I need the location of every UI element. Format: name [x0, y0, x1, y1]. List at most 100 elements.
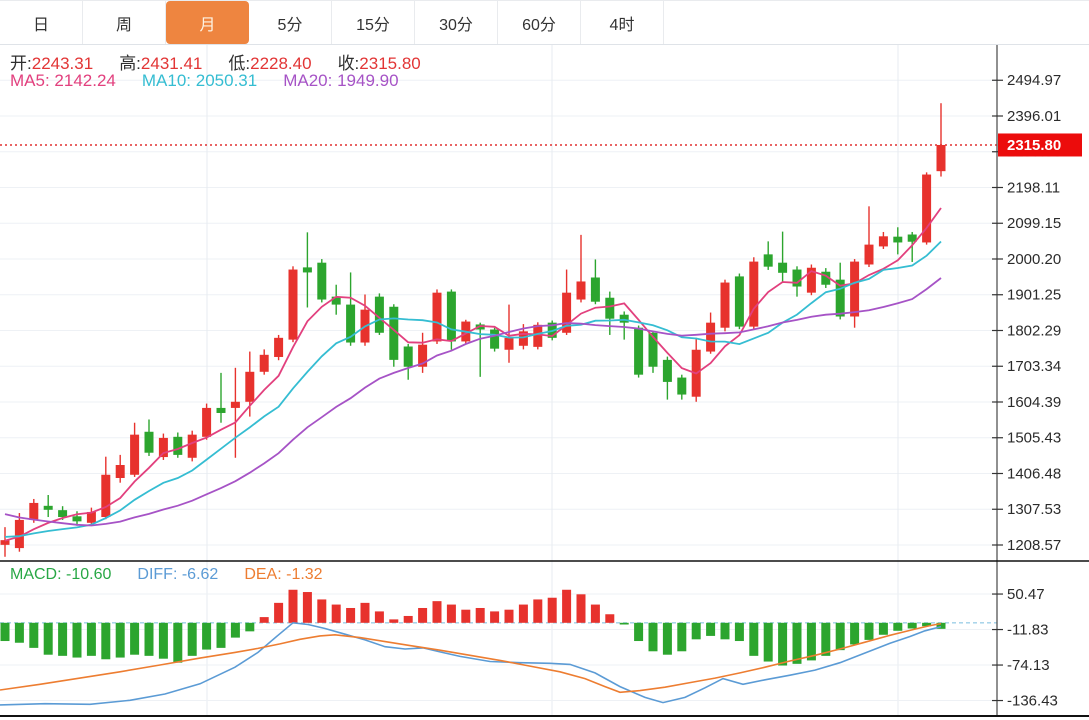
macd-bar: [734, 622, 744, 642]
candle: [778, 262, 788, 273]
ma10-label: MA10:: [141, 71, 192, 90]
candle: [922, 174, 932, 243]
macd-bar: [346, 607, 356, 623]
candle: [72, 516, 82, 522]
macd-axis-label: -74.13: [1007, 657, 1050, 674]
macd-bar: [173, 622, 183, 663]
macd-bar: [158, 622, 168, 659]
macd-bar: [878, 622, 888, 635]
candle: [389, 306, 399, 360]
macd-bar: [907, 622, 917, 629]
price-axis-label: 1703.34: [1007, 358, 1061, 375]
macd-bar: [749, 622, 759, 656]
price-axis-label: 2494.97: [1007, 72, 1061, 89]
candle: [446, 291, 456, 342]
candle: [835, 279, 845, 317]
macd-bar: [936, 622, 946, 629]
macd-bar: [230, 622, 240, 638]
candle: [158, 437, 168, 458]
tab-day[interactable]: 日: [0, 1, 83, 44]
macd-bar: [274, 602, 284, 623]
diff-label: DIFF:: [137, 566, 178, 583]
tab-15min[interactable]: 15分: [332, 1, 415, 44]
ohlc-row: 开:2243.31 高:2431.41 低:2228.40 收:2315.80: [10, 49, 447, 74]
price-axis-label: 1505.43: [1007, 430, 1061, 447]
candle: [792, 269, 802, 287]
candle: [14, 519, 24, 549]
price-axis-label: 2099.15: [1007, 215, 1061, 232]
macd-bar: [691, 622, 701, 640]
ma10-value: 2050.31: [195, 71, 258, 90]
macd-bar: [58, 622, 68, 656]
candle: [706, 322, 716, 352]
macd-bar: [835, 622, 845, 651]
macd-bar: [792, 622, 802, 664]
tab-5min[interactable]: 5分: [249, 1, 332, 44]
macd-bar: [418, 607, 428, 623]
macd-bar: [115, 622, 125, 658]
macd-bar: [864, 622, 874, 640]
candle: [418, 344, 428, 367]
macd-bar: [245, 622, 255, 632]
macd-bar: [259, 617, 269, 623]
price-axis-label: 2000.20: [1007, 251, 1061, 268]
ma20-line: [4, 277, 942, 527]
candle: [763, 254, 773, 267]
candle: [374, 296, 384, 333]
macd-bar: [619, 622, 629, 625]
candle: [648, 332, 658, 367]
close-value: 2315.80: [359, 54, 421, 73]
open-value: 2243.31: [31, 54, 94, 73]
macd-bar: [331, 604, 341, 623]
tab-month[interactable]: 月: [166, 1, 249, 44]
diff-value: -6.62: [181, 566, 219, 583]
macd-bar: [490, 611, 500, 623]
macd-bar: [504, 609, 514, 623]
ma20-value: 1949.90: [337, 71, 399, 90]
macd-bar: [763, 622, 773, 662]
candle: [878, 236, 888, 247]
candle: [720, 282, 730, 328]
candle: [490, 329, 500, 349]
macd-header-row: MACD: -10.60 DIFF: -6.62 DEA: -1.32: [10, 566, 349, 584]
tab-30min[interactable]: 30分: [415, 1, 498, 44]
macd-bar: [461, 609, 471, 623]
candle: [202, 407, 212, 437]
macd-bar: [922, 622, 932, 627]
macd-bar: [0, 622, 10, 642]
tab-60min[interactable]: 60分: [498, 1, 581, 44]
tab-week[interactable]: 周: [83, 1, 166, 44]
price-axis-label: 1802.29: [1007, 322, 1061, 339]
candle: [533, 324, 543, 347]
last-price-tag: [998, 133, 1082, 157]
ma5-line: [4, 207, 942, 542]
timeframe-tabbar: 日周月 5分 15分 30分 60分 4时: [0, 0, 1089, 45]
candle: [173, 436, 183, 455]
candle: [864, 244, 874, 265]
high-value: 2431.41: [140, 54, 203, 73]
candle: [749, 261, 759, 327]
candle: [58, 510, 68, 518]
macd-bar: [130, 622, 140, 655]
macd-axis-label: -136.43: [1007, 693, 1058, 710]
low-label: 低:: [228, 54, 251, 73]
candle: [907, 234, 917, 242]
ma5-value: 2142.24: [54, 71, 116, 90]
candle: [230, 401, 240, 408]
candle: [216, 407, 226, 413]
candle: [432, 292, 442, 342]
candle: [346, 304, 356, 343]
macd-bar: [101, 622, 111, 660]
macd-bar: [850, 622, 860, 645]
candle: [662, 359, 672, 382]
macd-bar: [374, 611, 384, 623]
candle: [86, 511, 96, 523]
macd-bar: [288, 589, 298, 623]
macd-bar: [446, 604, 456, 623]
candle: [634, 327, 644, 375]
macd-bar: [893, 622, 903, 631]
candle: [302, 267, 312, 273]
tab-4hour[interactable]: 4时: [581, 1, 664, 44]
